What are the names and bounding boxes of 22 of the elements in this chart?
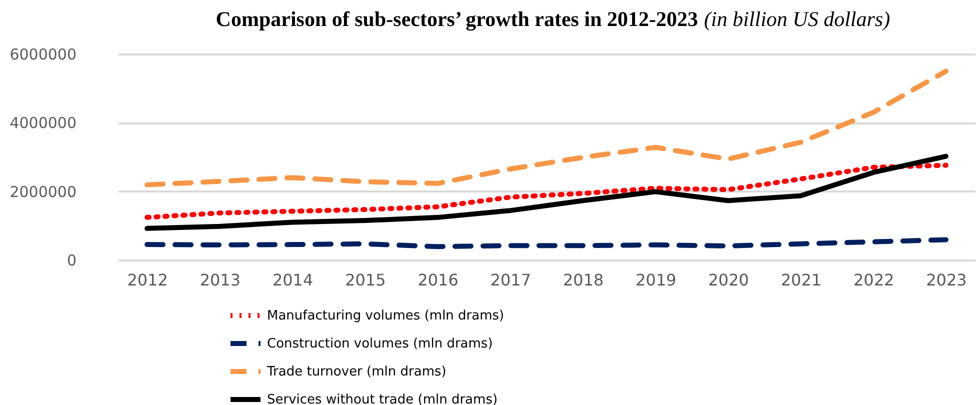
chart-title: Comparison of sub-sectors’ growth rates in 2012-2023 — [216, 7, 698, 31]
x-tick-label: 2014 — [272, 270, 314, 290]
y-tick-label: 2000000 — [10, 182, 76, 201]
legend-label: Manufacturing volumes (mln drams) — [267, 308, 504, 324]
x-tick-label: 2015 — [345, 270, 386, 290]
x-tick-label: 2017 — [490, 270, 532, 290]
x-tick-label: 2018 — [562, 270, 604, 290]
x-tick-label: 2023 — [926, 270, 967, 290]
legend-label: Services without trade (mln drams) — [267, 392, 498, 405]
y-tick-label: 0 — [66, 252, 76, 270]
x-tick-label: 2019 — [636, 270, 676, 290]
x-tick-label: 2016 — [418, 270, 458, 290]
x-tick-label: 2012 — [127, 270, 168, 290]
x-tick-label: 2013 — [200, 270, 241, 290]
y-tick-label: 6000000 — [10, 46, 76, 64]
y-tick-label: 4000000 — [10, 114, 76, 132]
chart-subtitle: (in billion US dollars) — [704, 7, 890, 31]
legend-label: Construction volumes (mln drams) — [267, 336, 493, 352]
x-tick-label: 2020 — [708, 270, 749, 290]
x-tick-label: 2022 — [853, 270, 894, 290]
x-tick-label: 2021 — [780, 270, 822, 290]
legend-label: Trade turnover (mln drams) — [266, 364, 446, 380]
